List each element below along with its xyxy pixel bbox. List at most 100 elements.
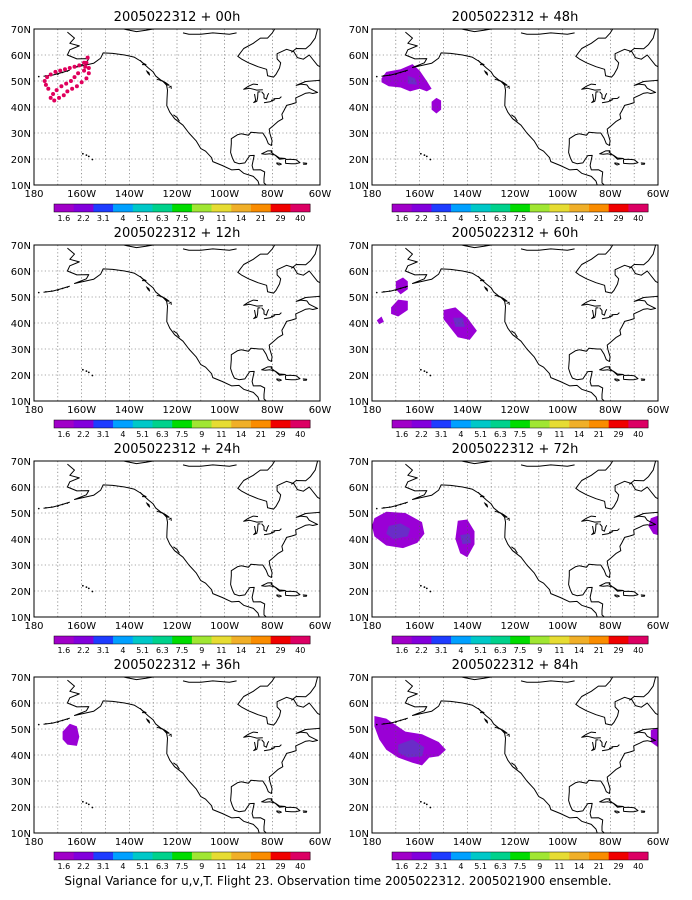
coastline	[640, 162, 646, 165]
colorbar-swatch	[172, 852, 193, 860]
coastline	[173, 330, 180, 338]
observation-point	[65, 89, 70, 94]
colorbar-swatch	[132, 204, 153, 212]
coastline	[477, 275, 485, 282]
colorbar-label: 1.6	[395, 214, 408, 223]
coastline	[168, 301, 172, 305]
colorbar-swatch	[529, 852, 550, 860]
island	[429, 374, 432, 377]
observation-point	[72, 64, 77, 69]
island	[399, 719, 402, 722]
lat-tick-label: 30N	[11, 561, 31, 572]
coastline	[477, 59, 485, 66]
colorbar-label: 21	[256, 862, 266, 871]
colorbar-swatch	[231, 852, 252, 860]
lat-tick-label: 10N	[11, 397, 31, 408]
island	[37, 75, 40, 78]
lat-tick-label: 70N	[349, 241, 369, 252]
observation-point	[70, 86, 75, 91]
lat-tick-label: 40N	[349, 103, 369, 114]
lon-tick-label: 60W	[647, 189, 670, 200]
coastline	[273, 96, 282, 100]
observation-point	[48, 72, 53, 77]
coastline	[273, 744, 282, 748]
colorbar-label: 7.5	[514, 862, 527, 871]
colorbar-swatch	[54, 204, 74, 212]
lat-tick-label: 60N	[11, 267, 31, 278]
island	[375, 75, 378, 78]
lon-tick-label: 60W	[309, 189, 332, 200]
colorbar-swatch	[628, 420, 649, 428]
colorbar-label: 7.5	[514, 646, 527, 655]
coastline	[599, 739, 608, 748]
coastline	[156, 510, 170, 518]
colorbar-swatch	[290, 204, 311, 212]
map-frame	[371, 676, 659, 834]
colorbar: 1.6 2.2 3.1 4 5.1 6.3 7.5 9 11 14 21 29 40	[53, 419, 311, 439]
colorbar-label: 6.3	[494, 214, 507, 223]
colorbar-label: 7.5	[176, 646, 189, 655]
coastline	[601, 99, 614, 104]
map-panel: 2005022312 + 60h 70N 60N 50N 40N 30N 20N 10N180…	[349, 226, 670, 439]
lon-tick-label: 100W	[548, 405, 577, 416]
colorbar-swatch	[529, 420, 550, 428]
coastline	[640, 378, 646, 381]
island	[85, 154, 88, 156]
lat-tick-label: 70N	[11, 457, 31, 468]
colorbar-label: 11	[216, 214, 226, 223]
coastline	[629, 677, 657, 701]
colorbar-label: 7.5	[514, 430, 527, 439]
lat-tick-label: 60N	[349, 51, 369, 62]
coastline	[302, 594, 308, 597]
colorbar-label: 2.2	[77, 646, 90, 655]
observation-point	[54, 88, 59, 93]
colorbar-swatch	[549, 420, 570, 428]
lon-tick-label: 140W	[453, 837, 482, 848]
coastline	[243, 731, 263, 739]
coastline	[145, 70, 151, 76]
coastline	[322, 725, 336, 738]
colorbar-label: 2.2	[415, 862, 428, 871]
colorbar-label: 9	[199, 862, 204, 871]
colorbar-swatch	[251, 420, 271, 428]
map-frame	[371, 244, 659, 402]
panel-title: 2005022312 + 24h	[114, 442, 241, 457]
coastline	[156, 294, 170, 302]
colorbar-label: 3.1	[97, 862, 110, 871]
colorbar: 1.6 2.2 3.1 4 5.1 6.3 7.5 9 11 14 21 29 40	[53, 635, 311, 655]
coastline	[145, 502, 151, 508]
colorbar-swatch	[152, 420, 173, 428]
colorbar-label: 40	[295, 646, 305, 655]
island	[87, 587, 90, 590]
colorbar-label: 40	[633, 214, 643, 223]
colorbar-label: 9	[199, 214, 204, 223]
colorbar-label: 5.1	[136, 862, 149, 871]
coastline	[381, 501, 408, 509]
coastline	[611, 744, 620, 748]
colorbar-label: 4	[458, 862, 463, 871]
island	[423, 370, 426, 372]
island	[429, 806, 432, 809]
coastline	[291, 245, 319, 269]
colorbar: 1.6 2.2 3.1 4 5.1 6.3 7.5 9 11 14 21 29 40	[391, 851, 649, 871]
island	[37, 723, 40, 726]
lat-tick-label: 60N	[349, 267, 369, 278]
colorbar-swatch	[270, 636, 291, 644]
coastline	[173, 762, 180, 770]
colorbar-label: 14	[236, 430, 246, 439]
coastline	[261, 739, 270, 748]
island	[57, 505, 59, 508]
map-frame	[33, 460, 321, 618]
island	[383, 507, 385, 509]
colorbar-label: 40	[295, 430, 305, 439]
observation-point	[72, 75, 77, 80]
colorbar-label: 11	[216, 430, 226, 439]
island	[85, 370, 88, 372]
island	[423, 154, 426, 156]
lon-tick-label: 60W	[647, 837, 670, 848]
lon-tick-label: 60W	[309, 405, 332, 416]
colorbar-swatch	[132, 420, 153, 428]
colorbar-label: 14	[236, 214, 246, 223]
lon-tick-label: 100W	[210, 189, 239, 200]
coastline	[520, 464, 575, 467]
